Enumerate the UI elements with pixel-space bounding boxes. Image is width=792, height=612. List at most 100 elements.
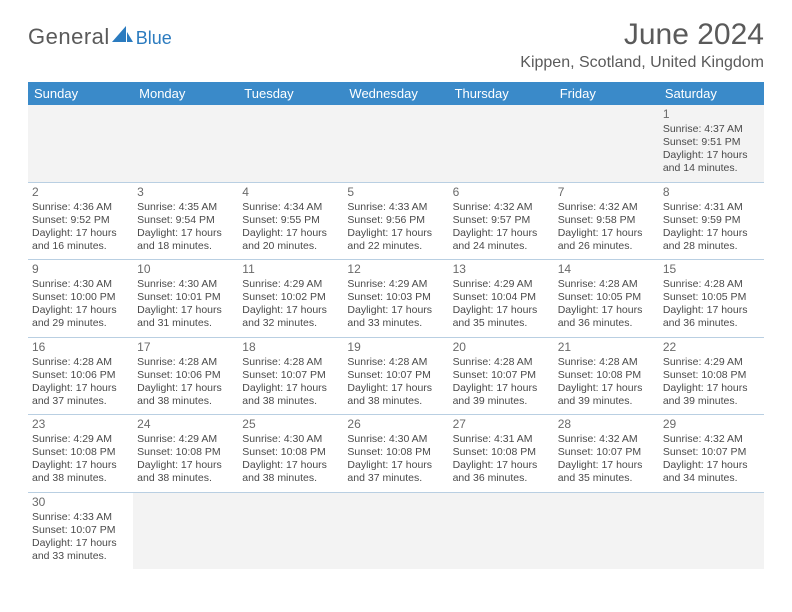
daylight-text: Daylight: 17 hours — [347, 227, 444, 240]
sunrise-text: Sunrise: 4:28 AM — [347, 356, 444, 369]
daylight-text: Daylight: 17 hours — [663, 227, 760, 240]
month-title: June 2024 — [520, 18, 764, 52]
sunset-text: Sunset: 9:57 PM — [453, 214, 550, 227]
calendar-cell-empty — [133, 105, 238, 182]
sunset-text: Sunset: 10:07 PM — [663, 446, 760, 459]
weekday-header: Tuesday — [238, 82, 343, 105]
daylight-text: Daylight: 17 hours — [242, 382, 339, 395]
calendar-cell: 18Sunrise: 4:28 AMSunset: 10:07 PMDaylig… — [238, 337, 343, 415]
day-number: 11 — [242, 262, 339, 277]
day-number: 26 — [347, 417, 444, 432]
page-header: General Blue June 2024 Kippen, Scotland,… — [28, 18, 764, 72]
day-number: 19 — [347, 340, 444, 355]
calendar-cell: 9Sunrise: 4:30 AMSunset: 10:00 PMDayligh… — [28, 260, 133, 338]
day-number: 12 — [347, 262, 444, 277]
sunrise-text: Sunrise: 4:36 AM — [32, 201, 129, 214]
daylight-text: and 38 minutes. — [137, 395, 234, 408]
day-number: 24 — [137, 417, 234, 432]
sunrise-text: Sunrise: 4:29 AM — [453, 278, 550, 291]
calendar-cell: 27Sunrise: 4:31 AMSunset: 10:08 PMDaylig… — [449, 415, 554, 493]
daylight-text: and 18 minutes. — [137, 240, 234, 253]
daylight-text: and 31 minutes. — [137, 317, 234, 330]
sunset-text: Sunset: 10:08 PM — [663, 369, 760, 382]
daylight-text: Daylight: 17 hours — [137, 382, 234, 395]
weekday-header: Thursday — [449, 82, 554, 105]
sunrise-text: Sunrise: 4:34 AM — [242, 201, 339, 214]
daylight-text: and 35 minutes. — [453, 317, 550, 330]
daylight-text: Daylight: 17 hours — [453, 459, 550, 472]
sunset-text: Sunset: 9:51 PM — [663, 136, 760, 149]
day-number: 22 — [663, 340, 760, 355]
calendar-cell: 12Sunrise: 4:29 AMSunset: 10:03 PMDaylig… — [343, 260, 448, 338]
daylight-text: Daylight: 17 hours — [558, 227, 655, 240]
day-number: 17 — [137, 340, 234, 355]
daylight-text: Daylight: 17 hours — [453, 304, 550, 317]
calendar-cell: 15Sunrise: 4:28 AMSunset: 10:05 PMDaylig… — [659, 260, 764, 338]
day-number: 30 — [32, 495, 129, 510]
calendar-cell-empty — [554, 492, 659, 569]
daylight-text: Daylight: 17 hours — [137, 227, 234, 240]
day-number: 3 — [137, 185, 234, 200]
day-number: 5 — [347, 185, 444, 200]
day-number: 29 — [663, 417, 760, 432]
day-number: 15 — [663, 262, 760, 277]
calendar-week-row: 1Sunrise: 4:37 AMSunset: 9:51 PMDaylight… — [28, 105, 764, 182]
sunrise-text: Sunrise: 4:28 AM — [242, 356, 339, 369]
calendar-body: 1Sunrise: 4:37 AMSunset: 9:51 PM Daylight… — [28, 105, 764, 569]
daylight-text: Daylight: 17 hours — [32, 227, 129, 240]
sunset-text: Sunset: 10:08 PM — [242, 446, 339, 459]
sunrise-text: Sunrise: 4:37 AM — [663, 123, 760, 136]
calendar-week-row: 9Sunrise: 4:30 AMSunset: 10:00 PMDayligh… — [28, 260, 764, 338]
sunrise-text: Sunrise: 4:30 AM — [242, 433, 339, 446]
sunrise-text: Sunrise: 4:28 AM — [558, 278, 655, 291]
daylight-text: Daylight: 17 hours — [663, 459, 760, 472]
sunrise-text: Sunrise: 4:28 AM — [558, 356, 655, 369]
weekday-header: Wednesday — [343, 82, 448, 105]
daylight-text: and 26 minutes. — [558, 240, 655, 253]
sunset-text: Sunset: 9:59 PM — [663, 214, 760, 227]
logo: General Blue — [28, 18, 172, 50]
sunrise-text: Sunrise: 4:32 AM — [453, 201, 550, 214]
day-number: 1 — [663, 107, 760, 122]
day-number: 9 — [32, 262, 129, 277]
calendar-cell: 3Sunrise: 4:35 AMSunset: 9:54 PMDaylight… — [133, 182, 238, 260]
sunrise-text: Sunrise: 4:29 AM — [347, 278, 444, 291]
calendar-cell: 17Sunrise: 4:28 AMSunset: 10:06 PMDaylig… — [133, 337, 238, 415]
sunrise-text: Sunrise: 4:31 AM — [663, 201, 760, 214]
daylight-text: and 20 minutes. — [242, 240, 339, 253]
calendar-cell: 5Sunrise: 4:33 AMSunset: 9:56 PMDaylight… — [343, 182, 448, 260]
sunset-text: Sunset: 10:07 PM — [347, 369, 444, 382]
weekday-header: Monday — [133, 82, 238, 105]
day-number: 25 — [242, 417, 339, 432]
daylight-text: and 24 minutes. — [453, 240, 550, 253]
daylight-text: Daylight: 17 hours — [453, 227, 550, 240]
calendar-cell: 23Sunrise: 4:29 AMSunset: 10:08 PMDaylig… — [28, 415, 133, 493]
day-number: 8 — [663, 185, 760, 200]
daylight-text: Daylight: 17 hours — [347, 382, 444, 395]
daylight-text: Daylight: 17 hours — [242, 227, 339, 240]
day-number: 20 — [453, 340, 550, 355]
sunset-text: Sunset: 9:54 PM — [137, 214, 234, 227]
sunrise-text: Sunrise: 4:33 AM — [32, 511, 129, 524]
sunset-text: Sunset: 10:05 PM — [663, 291, 760, 304]
calendar-cell: 29Sunrise: 4:32 AMSunset: 10:07 PMDaylig… — [659, 415, 764, 493]
calendar-table: Sunday Monday Tuesday Wednesday Thursday… — [28, 82, 764, 569]
day-number: 18 — [242, 340, 339, 355]
daylight-text: Daylight: 17 hours — [137, 304, 234, 317]
sunset-text: Sunset: 10:08 PM — [32, 446, 129, 459]
daylight-text: Daylight: 17 hours — [242, 304, 339, 317]
sunset-text: Sunset: 10:08 PM — [453, 446, 550, 459]
sunrise-text: Sunrise: 4:32 AM — [558, 201, 655, 214]
sunset-text: Sunset: 10:02 PM — [242, 291, 339, 304]
daylight-text: Daylight: 17 hours — [347, 459, 444, 472]
daylight-text: Daylight: 17 hours — [558, 382, 655, 395]
calendar-cell: 1Sunrise: 4:37 AMSunset: 9:51 PMDaylight… — [659, 105, 764, 182]
sunset-text: Sunset: 10:03 PM — [347, 291, 444, 304]
daylight-text: Daylight: 17 hours — [242, 459, 339, 472]
calendar-cell: 30Sunrise: 4:33 AMSunset: 10:07 PMDaylig… — [28, 492, 133, 569]
sunrise-text: Sunrise: 4:30 AM — [32, 278, 129, 291]
day-number: 14 — [558, 262, 655, 277]
daylight-text: Daylight: 17 hours — [558, 459, 655, 472]
daylight-text: and 39 minutes. — [453, 395, 550, 408]
day-number: 23 — [32, 417, 129, 432]
